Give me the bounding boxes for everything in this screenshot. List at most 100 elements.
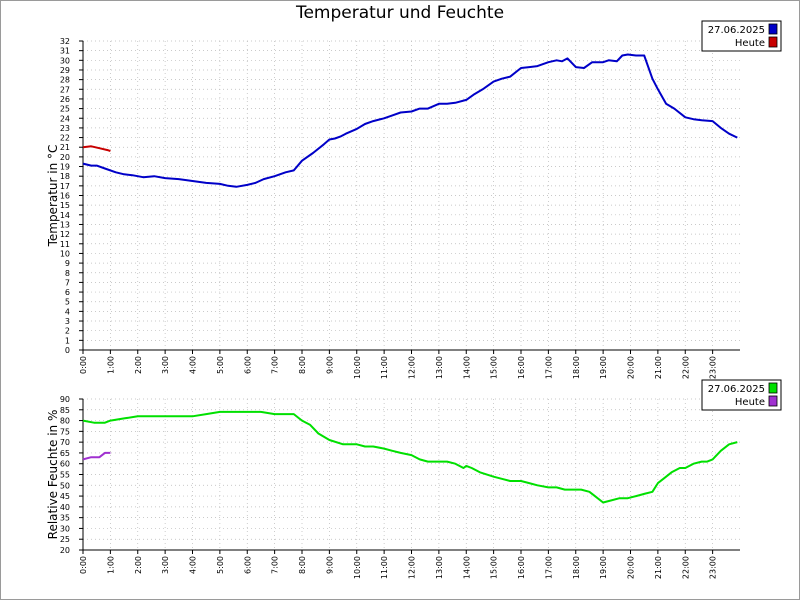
x-tick-label: 5:00 <box>216 356 225 374</box>
x-tick-label: 1:00 <box>106 556 115 574</box>
chart-1: 0123456789101112131415161718192021222324… <box>46 20 782 379</box>
y-tick-label: 6 <box>65 288 70 297</box>
series-line-2 <box>82 451 111 461</box>
x-tick-label: 14:00 <box>462 356 471 379</box>
x-tick-label: 16:00 <box>517 356 526 379</box>
x-tick-label: 14:00 <box>462 556 471 579</box>
x-tick-label: 9:00 <box>325 356 334 374</box>
x-tick-label: 21:00 <box>654 556 663 579</box>
x-tick-label: 15:00 <box>490 356 499 379</box>
y-tick-label: 50 <box>60 481 70 490</box>
x-tick-label: 7:00 <box>271 356 280 374</box>
x-tick-label: 23:00 <box>709 556 718 579</box>
x-tick-label: 0:00 <box>79 556 88 574</box>
x-tick-label: 13:00 <box>435 356 444 379</box>
y-tick-label: 35 <box>60 514 70 523</box>
y-tick-label: 21 <box>60 143 70 152</box>
y-tick-label: 18 <box>60 172 70 181</box>
x-tick-label: 23:00 <box>709 356 718 379</box>
x-tick-label: 17:00 <box>544 556 553 579</box>
y-tick-label: 1 <box>65 336 70 345</box>
y-tick-label: 22 <box>60 134 70 143</box>
y-tick-label: 20 <box>60 153 70 162</box>
legend-swatch <box>768 36 778 48</box>
y-tick-label: 24 <box>60 114 70 123</box>
gridlines <box>83 40 740 350</box>
legend-label: 27.06.2025 <box>708 384 765 395</box>
y-tick-label: 30 <box>60 524 70 533</box>
x-tick-label: 6:00 <box>243 356 252 374</box>
x-tick-label: 6:00 <box>243 556 252 574</box>
x-tick-label: 2:00 <box>134 356 143 374</box>
y-tick-label: 17 <box>60 182 70 191</box>
y-tick-label: 90 <box>60 395 70 404</box>
legend-box <box>701 20 782 52</box>
y-tick-label: 13 <box>60 220 70 229</box>
y-tick-label: 7 <box>65 278 70 287</box>
y-tick-label: 40 <box>60 503 70 512</box>
y-tick-label: 12 <box>60 230 70 239</box>
y-axis-label: Temperatur in °C <box>46 145 60 248</box>
y-tick-label: 26 <box>60 95 70 104</box>
y-tick-label: 45 <box>60 492 70 501</box>
y-tick-label: 80 <box>60 417 70 426</box>
y-tick-label: 23 <box>60 124 70 133</box>
y-tick-label: 20 <box>60 546 70 555</box>
x-tick-label: 21:00 <box>654 356 663 379</box>
y-tick-label: 28 <box>60 76 70 85</box>
y-tick-label: 5 <box>65 298 70 307</box>
y-tick-label: 25 <box>60 535 70 544</box>
legend: 27.06.2025 Heute <box>701 379 782 411</box>
legend: 27.06.2025 Heute <box>701 20 782 52</box>
x-tick-label: 3:00 <box>161 356 170 374</box>
y-tick-label: 30 <box>60 56 70 65</box>
x-tick-label: 18:00 <box>572 556 581 579</box>
x-tick-label: 2:00 <box>134 556 143 574</box>
chart-title: Temperatur und Feuchte <box>295 3 505 23</box>
series-line-2 <box>82 145 111 153</box>
x-tick-label: 0:00 <box>79 356 88 374</box>
y-axis-label: Relative Feuchte in % <box>46 410 60 540</box>
x-tick-label: 15:00 <box>490 556 499 579</box>
legend-box <box>701 379 782 411</box>
x-tick-label: 19:00 <box>599 356 608 379</box>
x-tick-label: 1:00 <box>106 356 115 374</box>
y-tick-label: 55 <box>60 471 70 480</box>
x-tick-label: 7:00 <box>271 556 280 574</box>
y-tick-label: 3 <box>65 317 70 326</box>
y-tick-label: 4 <box>65 307 70 316</box>
y-tick-label: 0 <box>65 346 70 355</box>
y-tick-label: 25 <box>60 105 70 114</box>
x-tick-label: 20:00 <box>627 556 636 579</box>
x-tick-label: 16:00 <box>517 556 526 579</box>
x-tick-label: 10:00 <box>353 356 362 379</box>
y-tick-label: 11 <box>60 240 70 249</box>
x-tick-label: 18:00 <box>572 356 581 379</box>
series-line-1 <box>82 410 738 504</box>
x-tick-label: 5:00 <box>216 556 225 574</box>
legend-label: 27.06.2025 <box>708 25 765 36</box>
y-tick-label: 70 <box>60 438 70 447</box>
x-tick-label: 22:00 <box>681 556 690 579</box>
y-tick-label: 85 <box>60 406 70 415</box>
x-tick-label: 19:00 <box>599 556 608 579</box>
x-tick-label: 17:00 <box>544 356 553 379</box>
x-tick-label: 12:00 <box>408 356 417 379</box>
y-tick-label: 8 <box>65 269 70 278</box>
y-tick-label: 9 <box>65 259 70 268</box>
x-tick-label: 4:00 <box>189 556 198 574</box>
series-line-1 <box>82 53 738 188</box>
x-tick-label: 10:00 <box>353 556 362 579</box>
y-tick-label: 2 <box>65 327 70 336</box>
y-tick-label: 19 <box>60 163 70 172</box>
y-tick-label: 31 <box>60 47 70 56</box>
y-tick-label: 10 <box>60 249 70 258</box>
x-tick-label: 9:00 <box>325 556 334 574</box>
x-tick-label: 12:00 <box>408 556 417 579</box>
x-tick-label: 11:00 <box>380 356 389 379</box>
y-tick-label: 14 <box>60 211 70 220</box>
x-tick-label: 11:00 <box>380 556 389 579</box>
x-tick-label: 8:00 <box>298 556 307 574</box>
y-tick-label: 65 <box>60 449 70 458</box>
